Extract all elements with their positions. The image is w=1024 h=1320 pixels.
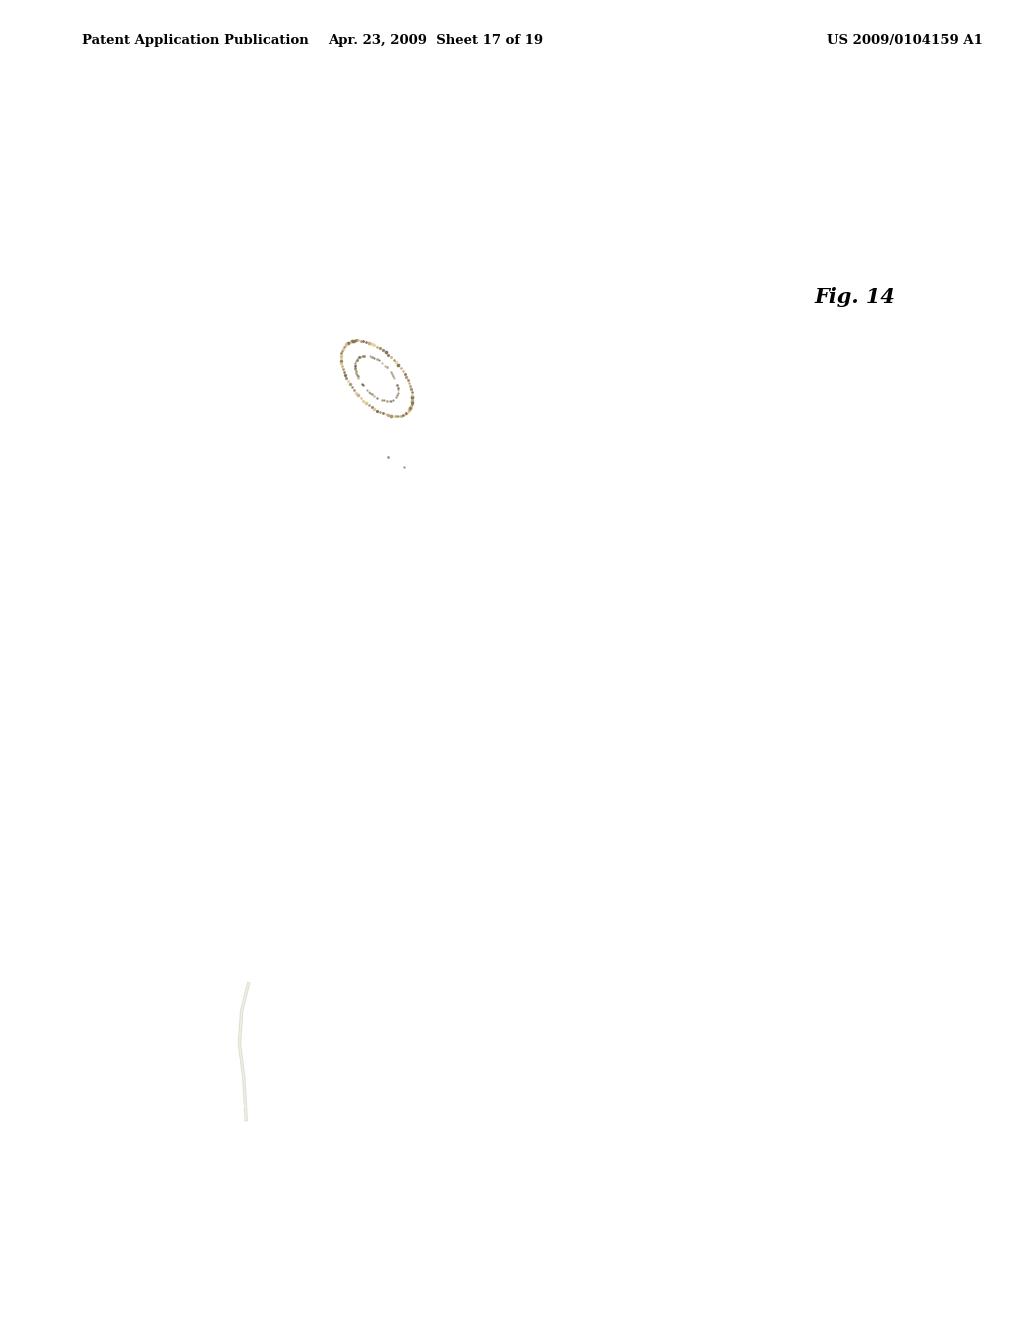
Text: b: b — [392, 1166, 402, 1183]
Text: e: e — [164, 632, 174, 649]
Text: UEA/: UEA/ — [168, 304, 185, 347]
Text: a: a — [161, 1171, 170, 1188]
Text: Fig. 14: Fig. 14 — [814, 286, 895, 308]
Text: UEA: UEA — [386, 713, 400, 747]
Text: d: d — [392, 888, 402, 904]
Text: CD31: CD31 — [157, 950, 171, 993]
Text: Patent Application Publication: Patent Application Publication — [82, 34, 308, 48]
Text: Apr. 23, 2009  Sheet 17 of 19: Apr. 23, 2009 Sheet 17 of 19 — [328, 34, 543, 48]
Text: c: c — [163, 888, 172, 904]
Text: US 2009/0104159 A1: US 2009/0104159 A1 — [827, 34, 983, 48]
